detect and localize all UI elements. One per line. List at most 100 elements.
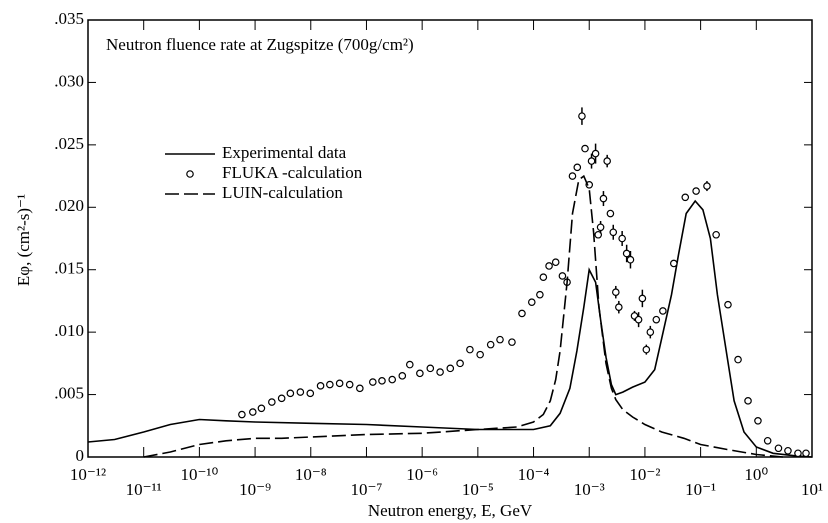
data-line — [87, 199, 813, 458]
x-tick-label: 10⁻¹⁰ — [180, 465, 218, 484]
data-point — [316, 382, 325, 390]
x-tick-label: 10⁻⁷ — [351, 480, 383, 499]
data-point — [369, 378, 377, 386]
data-point — [612, 288, 620, 296]
data-point — [642, 345, 651, 354]
data-point — [248, 408, 257, 416]
data-point — [599, 194, 608, 203]
plot-frame — [87, 19, 813, 458]
data-point — [286, 389, 295, 398]
data-point — [734, 355, 742, 364]
legend-label: LUIN-calculation — [222, 183, 343, 202]
x-tick-label: 10⁻¹ — [685, 480, 716, 499]
x-tick-label: 10⁻¹² — [70, 465, 106, 484]
data-point — [436, 368, 444, 376]
data-point — [398, 372, 407, 380]
data-point — [326, 380, 334, 389]
x-tick-label: 10⁰ — [744, 465, 768, 484]
data-point — [536, 290, 544, 299]
data-point — [388, 375, 397, 384]
data-point — [426, 364, 435, 373]
data-point — [416, 369, 424, 378]
data-point — [539, 273, 548, 282]
x-tick-label: 10⁻⁹ — [239, 480, 271, 499]
data-point — [568, 172, 577, 180]
y-tick-label: 0 — [76, 446, 85, 465]
data-point — [496, 335, 504, 344]
data-point — [744, 397, 752, 405]
data-point — [659, 307, 667, 315]
data-point — [634, 315, 643, 324]
data-point — [652, 315, 661, 324]
y-tick-label: .035 — [54, 9, 84, 28]
data-point — [596, 223, 605, 232]
data-point — [802, 449, 810, 458]
y-tick-label: .015 — [54, 259, 84, 278]
data-point — [703, 182, 711, 190]
y-tick-label: .010 — [54, 321, 84, 340]
data-point — [638, 294, 647, 303]
data-point — [763, 436, 772, 445]
y-tick-label: .030 — [54, 71, 84, 90]
data-point — [784, 446, 792, 455]
x-tick-label: 10⁻² — [629, 465, 660, 484]
data-point — [356, 384, 364, 393]
data-point — [345, 380, 354, 389]
data-point — [508, 338, 516, 346]
x-tick-label: 10⁻⁸ — [295, 465, 327, 484]
legend-marker — [186, 170, 194, 178]
x-tick-label: 10⁻⁴ — [518, 465, 550, 484]
data-point — [692, 187, 700, 195]
data-line — [143, 174, 783, 458]
x-axis-label: Neutron energy, E, GeV — [368, 501, 533, 520]
data-point — [594, 230, 603, 239]
data-point — [446, 364, 455, 373]
data-point — [527, 298, 536, 306]
data-point — [609, 228, 618, 237]
data-point — [551, 258, 560, 267]
data-point — [238, 410, 246, 419]
data-point — [774, 444, 783, 453]
y-axis-label: Eφ, (cm²-s)⁻¹ — [14, 194, 33, 286]
data-point — [306, 389, 315, 398]
data-point — [681, 193, 690, 202]
data-point — [573, 163, 582, 172]
data-point — [545, 262, 553, 270]
data-point — [558, 272, 567, 280]
data-point — [670, 259, 678, 268]
data-point — [466, 345, 474, 354]
y-tick-label: .005 — [54, 383, 84, 402]
x-tick-label: 10⁻⁵ — [462, 480, 494, 499]
data-point — [405, 360, 414, 369]
data-point — [518, 309, 526, 318]
data-point — [712, 230, 720, 239]
data-point — [335, 379, 344, 388]
data-point — [486, 340, 495, 349]
x-tick-label: 10⁻¹¹ — [126, 480, 162, 499]
legend-label: Experimental data — [222, 143, 347, 162]
data-point — [587, 157, 596, 165]
data-point — [724, 300, 732, 309]
data-point — [606, 209, 615, 218]
data-point — [754, 416, 762, 425]
legend-label: FLUKA -calculation — [222, 163, 363, 182]
data-point — [378, 377, 386, 385]
data-point — [626, 255, 635, 264]
data-point — [603, 157, 611, 165]
x-tick-label: 10¹ — [801, 480, 823, 499]
data-point — [456, 359, 464, 368]
data-point — [476, 350, 484, 359]
y-tick-label: .025 — [54, 134, 84, 153]
data-point — [578, 112, 586, 120]
data-point — [257, 404, 266, 413]
y-tick-label: .020 — [54, 196, 84, 215]
data-point — [794, 449, 802, 458]
data-point — [277, 394, 286, 403]
data-point — [618, 234, 626, 243]
x-tick-label: 10⁻⁶ — [406, 465, 438, 484]
data-point — [581, 144, 589, 153]
data-point — [296, 388, 305, 396]
chart-title: Neutron fluence rate at Zugspitze (700g/… — [106, 35, 414, 54]
